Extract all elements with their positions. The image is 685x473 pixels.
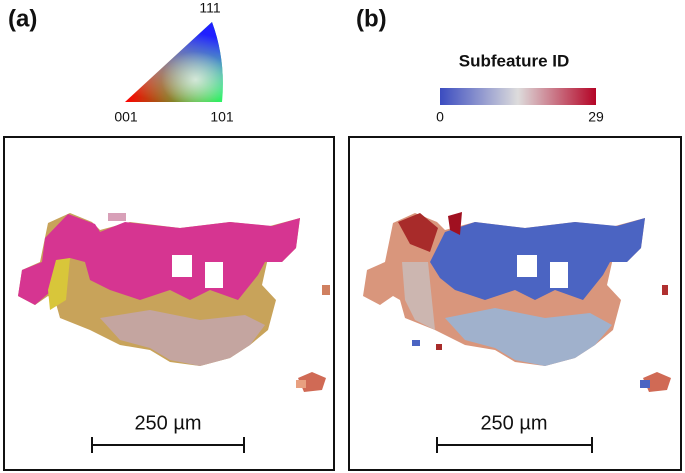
panel-label: (b) xyxy=(356,5,387,32)
panel-label: (a) xyxy=(8,5,37,32)
ipf-top: 111 xyxy=(199,0,220,16)
scale-label: 250 µm xyxy=(134,412,201,434)
colorbar-min: 0 xyxy=(436,109,444,125)
colorbar-title: Subfeature ID xyxy=(459,51,570,70)
colorbar xyxy=(440,88,596,105)
ipf-right: 101 xyxy=(210,109,234,125)
map-frame xyxy=(3,136,335,471)
map-frame xyxy=(348,136,682,471)
orientation-map xyxy=(18,213,330,392)
subfeature-map xyxy=(363,212,671,392)
ipf-left: 001 xyxy=(114,109,138,125)
scale-label: 250 µm xyxy=(480,412,547,434)
ipf-key xyxy=(125,22,223,102)
colorbar-max: 29 xyxy=(588,109,604,125)
